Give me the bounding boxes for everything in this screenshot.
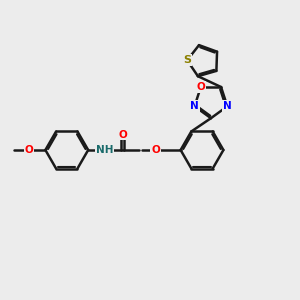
Text: NH: NH <box>96 145 113 155</box>
Text: O: O <box>151 145 160 155</box>
Text: N: N <box>190 101 199 111</box>
Text: O: O <box>196 82 205 92</box>
Text: N: N <box>223 101 232 111</box>
Text: O: O <box>25 145 33 155</box>
Text: O: O <box>118 130 127 140</box>
Text: S: S <box>183 55 191 65</box>
